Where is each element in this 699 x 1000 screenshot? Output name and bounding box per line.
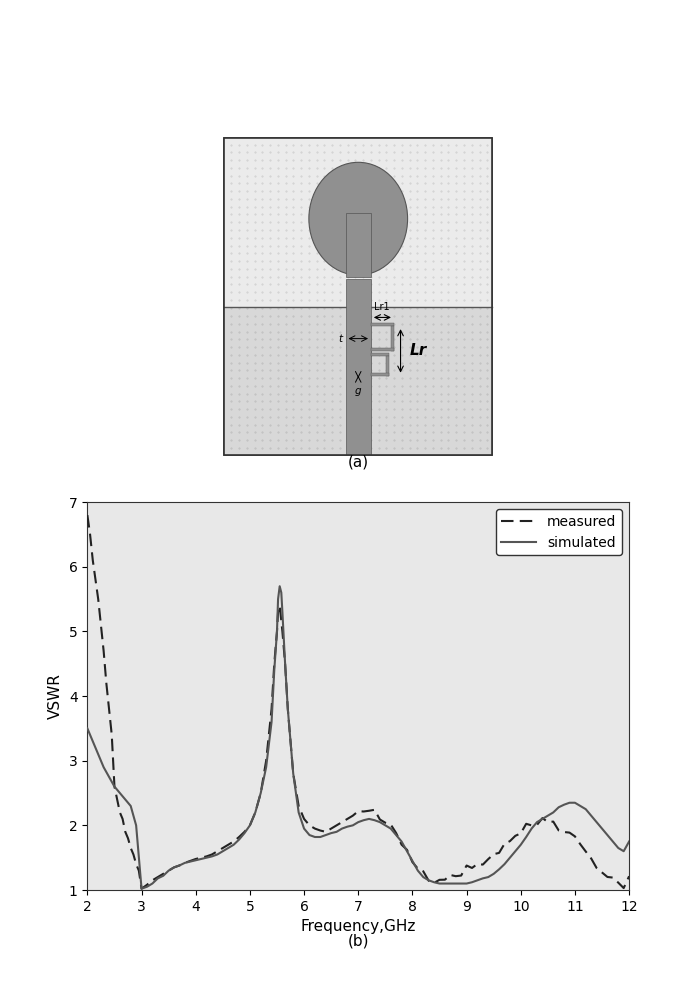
Text: t: t [338,334,343,344]
Bar [345,279,371,455]
Bar [371,323,394,326]
Bar [224,307,492,455]
simulated [457,878,466,890]
measured [175,859,184,871]
simulated [83,722,92,734]
Bar [391,326,394,351]
Text: Lr: Lr [410,343,426,358]
Bar [345,213,371,277]
simulated [99,761,108,773]
simulated [397,836,405,848]
Bar [371,348,394,351]
measured [554,824,563,836]
Bar [224,138,492,455]
measured [267,703,275,715]
X-axis label: Frequency,GHz: Frequency,GHz [301,919,416,934]
Bar [371,353,389,356]
Bar [224,138,492,455]
measured [124,832,132,844]
Legend: measured, simulated: measured, simulated [496,509,622,555]
Line: simulated: simulated [87,586,629,889]
Bar [386,356,389,376]
Text: (a): (a) [347,454,369,469]
Text: Lr1: Lr1 [375,302,390,312]
measured [235,831,243,843]
Bar [371,373,389,376]
Bar [224,138,492,307]
simulated [560,799,568,811]
measured [137,883,146,895]
Text: (b): (b) [347,933,369,948]
simulated [403,845,411,857]
simulated [275,580,284,592]
simulated [625,836,633,848]
measured [83,509,92,521]
simulated [137,883,146,895]
simulated [435,878,444,890]
Text: g: g [355,386,361,396]
Line: measured: measured [87,515,629,889]
measured [387,819,395,831]
measured [625,870,633,882]
Ellipse shape [309,162,408,275]
Y-axis label: VSWR: VSWR [48,673,63,719]
